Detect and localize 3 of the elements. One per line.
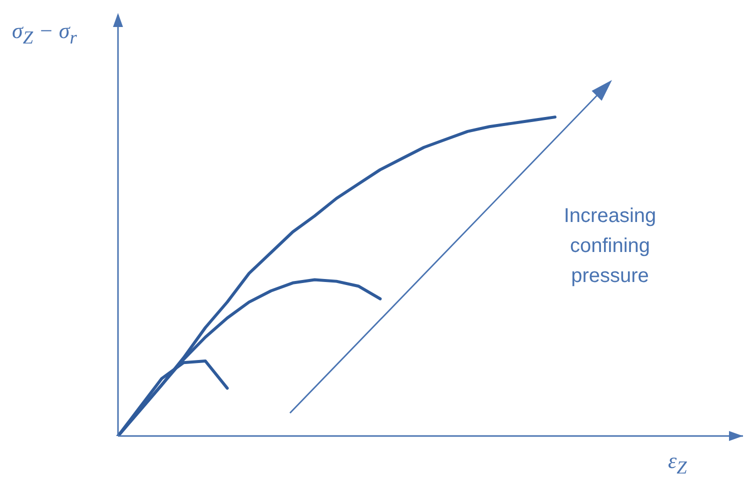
annotation: Increasing confining pressure bbox=[562, 204, 658, 289]
x-axis-title: ε$_{Z}$ bbox=[668, 448, 687, 478]
y-axis-title: σ$_{Z}$ − σ$_{r}$ bbox=[12, 18, 77, 48]
